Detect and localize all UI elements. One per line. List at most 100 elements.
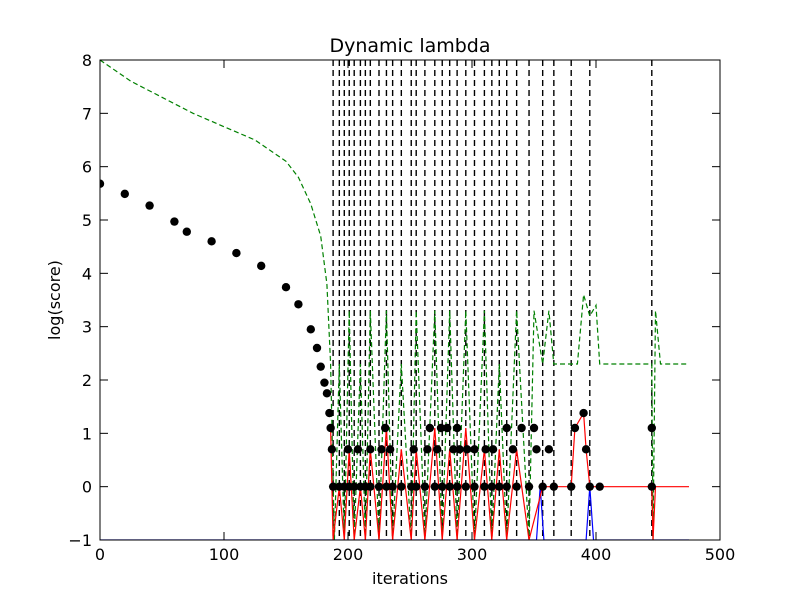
score-point	[182, 227, 191, 236]
score-point	[366, 482, 375, 491]
y-tick-label: 1	[82, 424, 92, 443]
x-tick-label: 300	[457, 545, 488, 564]
y-tick-label: 0	[82, 478, 92, 497]
score-point	[207, 237, 216, 246]
y-axis-label: log(score)	[45, 260, 64, 340]
score-point	[581, 445, 591, 454]
score-point	[327, 445, 337, 454]
data-layer	[100, 60, 689, 540]
score-point	[120, 189, 129, 199]
score-point	[306, 325, 315, 334]
score-point	[579, 408, 588, 418]
x-tick-label: 100	[209, 545, 240, 564]
score-point	[257, 261, 266, 271]
score-point	[381, 423, 390, 433]
score-point	[461, 482, 470, 491]
y-tick-label: 4	[82, 264, 92, 283]
score-point	[585, 482, 594, 491]
score-point	[455, 445, 464, 454]
series-line-blue	[100, 486, 689, 540]
score-point	[502, 423, 511, 433]
score-point	[425, 423, 435, 433]
y-tick-label: 8	[82, 51, 92, 70]
score-point	[647, 482, 656, 491]
score-point	[487, 482, 497, 491]
score-point	[326, 423, 335, 433]
score-point	[470, 445, 479, 454]
y-tick-label: 5	[82, 211, 92, 230]
score-point	[100, 179, 105, 188]
score-point	[449, 445, 458, 454]
score-point	[433, 445, 442, 454]
score-point	[294, 300, 303, 309]
score-point	[512, 482, 521, 491]
score-point	[517, 423, 526, 433]
score-point	[312, 343, 322, 353]
score-point	[377, 445, 386, 454]
score-point	[232, 248, 241, 258]
x-tick-label: 200	[333, 545, 364, 564]
series-line-green-dashed	[100, 60, 689, 540]
score-point	[570, 423, 580, 433]
score-point	[320, 378, 329, 387]
y-tick-label: 6	[82, 158, 92, 177]
score-point	[462, 445, 472, 454]
score-point	[423, 445, 432, 454]
score-point	[470, 482, 479, 491]
score-point	[382, 482, 391, 491]
score-point	[544, 445, 554, 454]
y-tick-label: −1	[68, 531, 92, 550]
score-point	[567, 482, 576, 491]
score-point	[385, 445, 395, 454]
score-point	[502, 482, 511, 491]
score-point	[438, 482, 447, 491]
score-point	[343, 445, 353, 454]
score-point	[488, 445, 498, 454]
score-point	[322, 389, 332, 398]
score-point	[170, 217, 179, 226]
chart-title: Dynamic lambda	[329, 35, 490, 57]
score-point	[325, 408, 334, 418]
score-point	[436, 423, 446, 433]
score-point	[532, 445, 541, 454]
score-point	[480, 482, 489, 491]
score-point	[529, 423, 539, 433]
score-point	[452, 482, 462, 491]
y-tick-label: 7	[82, 104, 92, 123]
score-point	[388, 482, 397, 491]
x-tick-label: 500	[705, 545, 736, 564]
score-point	[508, 445, 518, 454]
score-point	[452, 423, 462, 433]
x-axis-label: iterations	[372, 569, 448, 588]
score-point	[495, 482, 504, 491]
x-tick-label: 0	[95, 545, 105, 564]
score-point	[430, 482, 439, 491]
score-point	[374, 482, 384, 491]
score-point	[412, 482, 421, 491]
score-point	[538, 482, 547, 491]
y-tick-label: 2	[82, 371, 92, 390]
score-point	[420, 482, 430, 491]
score-point	[481, 445, 490, 454]
score-point	[595, 482, 604, 491]
score-point	[366, 445, 375, 454]
score-point	[350, 482, 359, 491]
score-point	[397, 482, 406, 491]
y-tick-label: 3	[82, 318, 92, 337]
score-point	[443, 423, 452, 433]
score-point	[549, 482, 559, 491]
score-point	[145, 201, 154, 210]
score-point	[445, 482, 454, 491]
score-point	[328, 482, 338, 491]
x-tick-label: 400	[581, 545, 612, 564]
series-line-red	[330, 411, 689, 540]
score-point	[353, 445, 363, 454]
axes-frame	[99, 59, 721, 541]
score-point	[409, 445, 418, 454]
score-point	[281, 283, 291, 292]
score-point	[316, 362, 325, 371]
score-point	[524, 482, 534, 491]
